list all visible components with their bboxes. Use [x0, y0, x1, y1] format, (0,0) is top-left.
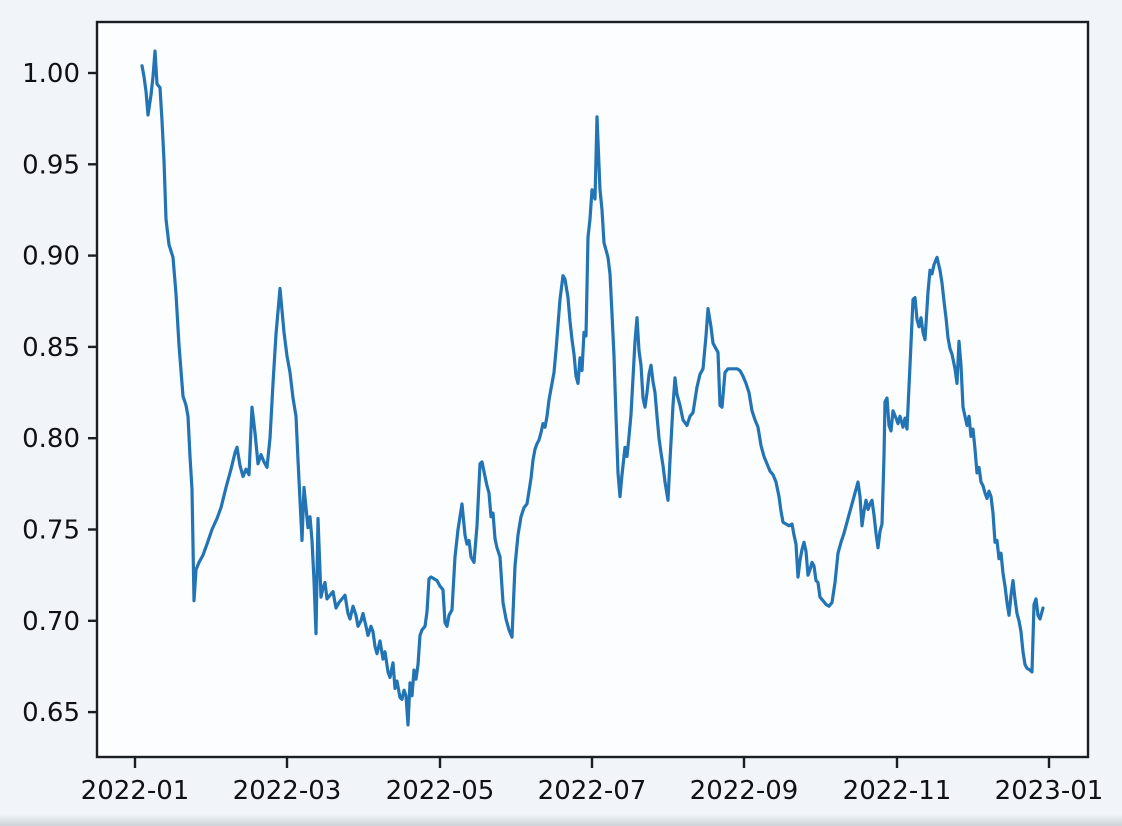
y-tick-label: 0.65 — [22, 698, 80, 728]
x-tick-label: 2022-09 — [690, 776, 799, 806]
x-tick-label: 2023-01 — [995, 776, 1104, 806]
y-tick-label: 0.70 — [22, 607, 80, 637]
x-tick-label: 2022-07 — [538, 776, 647, 806]
price-series-line — [140, 49, 1045, 727]
y-tick-label: 0.80 — [22, 424, 80, 454]
x-tick-label: 2022-11 — [843, 776, 952, 806]
y-tick-label: 0.75 — [22, 516, 80, 546]
x-tick-label: 2022-05 — [386, 776, 495, 806]
y-tick-label: 0.95 — [22, 150, 80, 180]
x-tick-label: 2022-01 — [81, 776, 190, 806]
y-tick-label: 0.85 — [22, 333, 80, 363]
y-tick-label: 0.90 — [22, 242, 80, 272]
y-tick-label: 1.00 — [22, 59, 80, 89]
x-tick-label: 2022-03 — [233, 776, 342, 806]
plot-area — [95, 20, 1090, 759]
